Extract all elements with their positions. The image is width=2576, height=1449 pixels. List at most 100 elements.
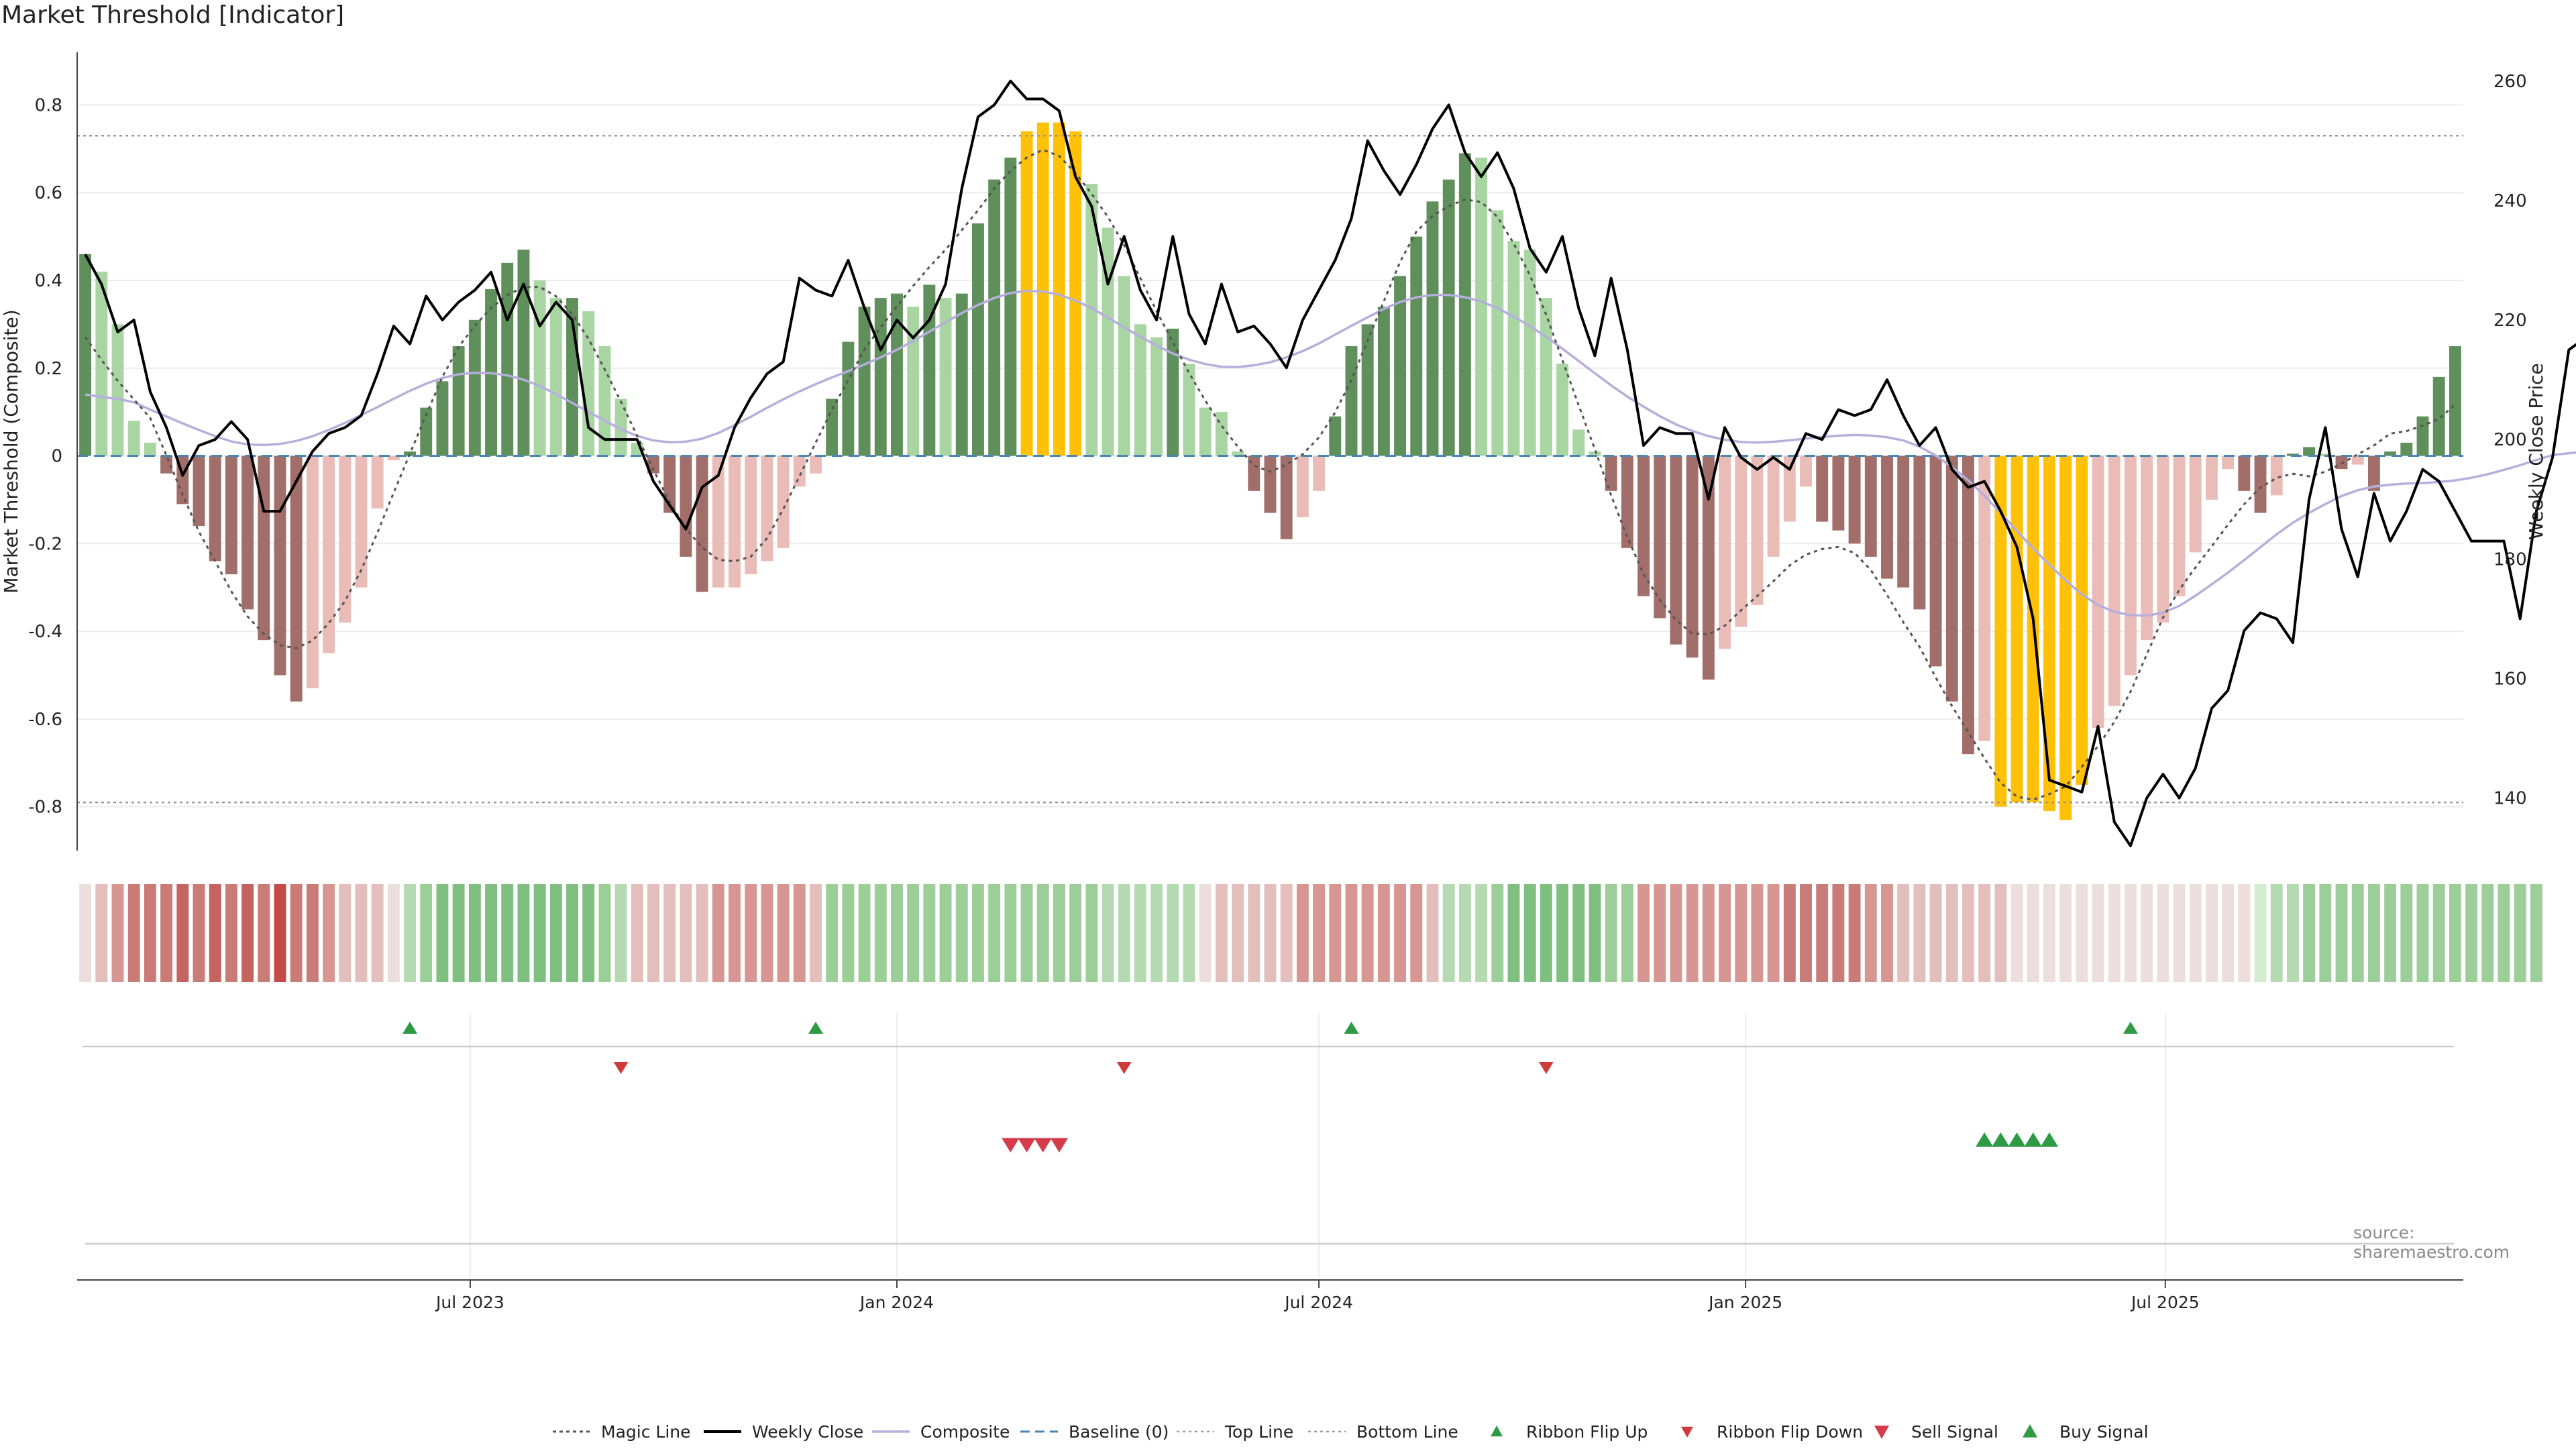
legend-label: Bottom Line <box>1356 1421 1458 1442</box>
composite-bar <box>1783 455 1796 522</box>
composite-bar <box>1670 455 1682 645</box>
composite-bar <box>2157 455 2169 623</box>
composite-bar <box>1069 131 1082 456</box>
ribbon-cell <box>501 884 514 982</box>
ribbon-cell <box>1783 884 1796 982</box>
composite-bar <box>2367 455 2380 491</box>
chart-title: Market Threshold [Indicator] <box>1 1 345 29</box>
y-tick-label: 0 <box>51 447 62 467</box>
ribbon-cell <box>1929 884 1942 982</box>
sell-signal-icon <box>1034 1138 1052 1152</box>
ribbon-cell <box>339 884 352 982</box>
ribbon-cell <box>355 884 368 982</box>
ribbon-cell <box>858 884 871 982</box>
ribbon-cell <box>696 884 708 982</box>
composite-bar <box>290 455 303 702</box>
composite-bar <box>1345 346 1358 456</box>
ribbon-cell <box>2367 884 2380 982</box>
composite-bar <box>2303 447 2316 456</box>
ribbon-cell <box>1020 884 1033 982</box>
ribbon-cell <box>874 884 887 982</box>
composite-bar <box>1978 455 1991 741</box>
ribbon-cell <box>793 884 806 982</box>
ribbon-flip-up-icon <box>808 1022 823 1034</box>
ribbon-cell <box>761 884 773 982</box>
ribbon-cell <box>1719 884 1731 982</box>
composite-bar <box>1458 153 1471 456</box>
ribbon-cell <box>2286 884 2299 982</box>
composite-bar <box>323 455 335 653</box>
ribbon-flip-down-icon <box>1116 1062 1132 1074</box>
ribbon-cell <box>2189 884 2202 982</box>
ribbon-cell <box>971 884 984 982</box>
ribbon-cell <box>1475 884 1488 982</box>
composite-bar <box>306 455 319 689</box>
composite-bar <box>1329 416 1342 456</box>
ribbon-cell <box>2481 884 2494 982</box>
ribbon-cell <box>1962 884 1974 982</box>
buy-signal-icon <box>2008 1132 2026 1147</box>
ribbon-cell <box>2416 884 2429 982</box>
axes-layer: 0.8 0.6 0.4 0.2 0 -0.2 -0.4 -0.6 -0.8 260 240 220 20… <box>0 52 2547 851</box>
ribbon-cell <box>1913 884 1926 982</box>
composite-bar <box>988 179 1001 456</box>
ribbon-cell <box>1670 884 1682 982</box>
lavender-line <box>872 1430 910 1433</box>
ribbon-cell <box>1702 884 1715 982</box>
ribbon-cell <box>144 884 156 982</box>
ribbon-cell <box>1183 884 1195 982</box>
ribbon-cell <box>2465 884 2478 982</box>
ribbon-cell <box>955 884 968 982</box>
ribbon-cell <box>2059 884 2072 982</box>
composite-bar <box>1264 455 1277 513</box>
composite-bar <box>225 455 237 575</box>
dashed-line <box>1020 1430 1058 1433</box>
x-axis: Jul 2023 Jan 2024 Jul 2024 Jan 2025 Jul 2025 <box>77 1279 2463 1312</box>
composite-bar <box>1361 324 1374 456</box>
ribbon-cell <box>1507 884 1520 982</box>
overlay-lines <box>77 79 2576 847</box>
ribbon-cell <box>1442 884 1455 982</box>
ribbon-cell <box>1589 884 1601 982</box>
composite-bar <box>1475 157 1488 456</box>
composite-bar <box>1767 455 1780 557</box>
ribbon-cell <box>1735 884 1748 982</box>
ribbon-cell <box>176 884 189 982</box>
composite-bar <box>1507 241 1520 456</box>
ribbon-cell <box>598 884 611 982</box>
dotted-gray-line <box>1308 1430 1346 1433</box>
composite-bar <box>614 398 627 456</box>
ribbon-cell <box>533 884 546 982</box>
composite-bar <box>1605 455 1617 491</box>
composite-bar <box>1913 455 1926 610</box>
composite-bar <box>1735 455 1748 627</box>
ribbon-cell <box>1994 884 2007 982</box>
composite-bar <box>1654 455 1666 619</box>
composite-bar <box>1897 455 1910 588</box>
ribbon-cell <box>1638 884 1650 982</box>
composite-bar <box>777 455 790 548</box>
ribbon-cell <box>1881 884 1893 982</box>
composite-bar <box>2043 455 2055 812</box>
sell-signal-icon <box>1018 1138 1036 1152</box>
composite-bar <box>468 319 481 456</box>
ribbon-flip-down-icon <box>1538 1062 1554 1074</box>
y2-tick-label: 240 <box>2493 191 2527 211</box>
ribbon-cell <box>1199 884 1212 982</box>
ribbon-cell <box>2108 884 2121 982</box>
ribbon-cell <box>1264 884 1277 982</box>
ribbon-cell <box>371 884 384 982</box>
composite-bar <box>2416 416 2429 456</box>
ribbon-cell <box>1248 884 1260 982</box>
ribbon-cell <box>712 884 724 982</box>
legend-item: Top Line <box>1175 1418 1293 1445</box>
composite-bar <box>923 284 936 456</box>
composite-bars <box>79 122 2461 820</box>
legend-label: Composite <box>920 1421 1010 1442</box>
ribbon-cell <box>777 884 790 982</box>
composite-bar <box>1864 455 1877 557</box>
y2-tick-label: 260 <box>2493 72 2527 92</box>
solid-line <box>704 1430 741 1433</box>
triangle-up-icon <box>2023 1424 2037 1438</box>
y2-tick-label: 220 <box>2493 311 2527 331</box>
